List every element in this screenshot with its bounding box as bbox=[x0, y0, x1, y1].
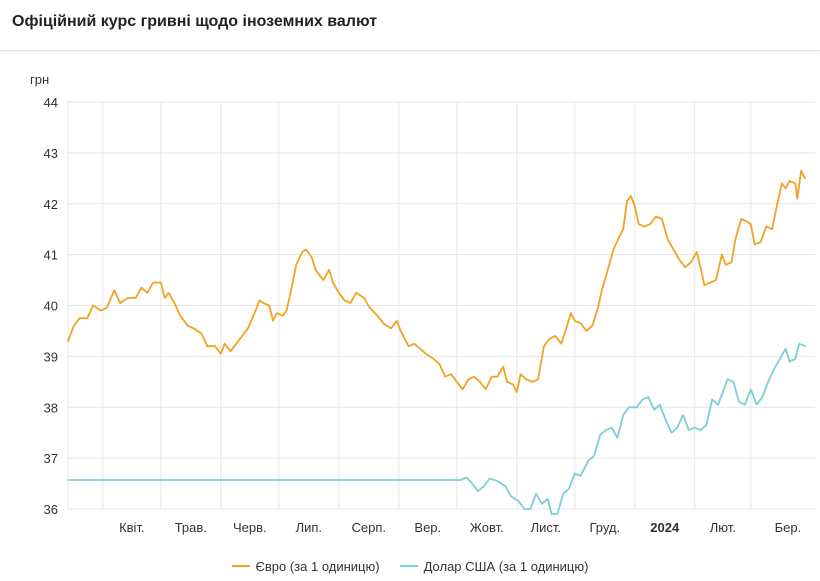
axis-layer: 36 37 38 39 40 41 42 43 44 грн Квіт. Трав. Черв. Лип.… bbox=[30, 72, 801, 535]
x-tick-label: Лист. bbox=[531, 520, 561, 535]
legend-label: Долар США (за 1 одиницю) bbox=[423, 558, 589, 574]
y-tick-label: 44 bbox=[44, 95, 58, 110]
legend-swatch bbox=[231, 565, 250, 567]
x-tick-label: Груд. bbox=[589, 520, 620, 535]
x-tick-label: Жовт. bbox=[470, 520, 504, 535]
y-tick-label: 36 bbox=[44, 502, 58, 517]
x-tick-label: Трав. bbox=[175, 520, 207, 535]
chart-legend: Євро (за 1 одиницю) Долар США (за 1 одини… bbox=[0, 556, 820, 576]
y-tick-label: 43 bbox=[44, 146, 58, 161]
legend-item-1[interactable]: Долар США (за 1 одиницю) bbox=[399, 558, 589, 574]
x-tick-label: Черв. bbox=[233, 520, 267, 535]
series-line-0 bbox=[67, 169, 806, 393]
x-tick-label: Серп. bbox=[352, 520, 387, 535]
y-tick-label: 41 bbox=[44, 248, 58, 263]
x-tick-label: Бер. bbox=[775, 520, 802, 535]
chart-header: Офіційний курс гривні щодо іноземних вал… bbox=[0, 0, 820, 51]
x-tick-label: Квіт. bbox=[119, 520, 145, 535]
legend-swatch bbox=[399, 565, 418, 567]
y-axis-label: грн bbox=[30, 72, 49, 87]
y-tick-label: 40 bbox=[44, 299, 58, 314]
y-tick-label: 42 bbox=[44, 197, 58, 212]
y-tick-label: 39 bbox=[44, 349, 58, 364]
legend-label: Євро (за 1 одиницю) bbox=[255, 558, 380, 574]
line-chart: 36 37 38 39 40 41 42 43 44 грн Квіт. Трав. Черв. Лип.… bbox=[30, 72, 815, 535]
legend-item-0[interactable]: Євро (за 1 одиницю) bbox=[231, 558, 380, 574]
x-tick-label: 2024 bbox=[650, 520, 680, 535]
grid-layer bbox=[67, 101, 815, 510]
x-tick-label: Лют. bbox=[710, 520, 736, 535]
x-tick-label: Вер. bbox=[414, 520, 441, 535]
y-tick-label: 37 bbox=[44, 451, 58, 466]
y-tick-label: 38 bbox=[44, 400, 58, 415]
series-layer bbox=[67, 169, 806, 515]
series-line-1 bbox=[67, 342, 806, 515]
x-tick-label: Лип. bbox=[296, 520, 322, 535]
chart-title: Офіційний курс гривні щодо іноземних вал… bbox=[12, 13, 378, 30]
